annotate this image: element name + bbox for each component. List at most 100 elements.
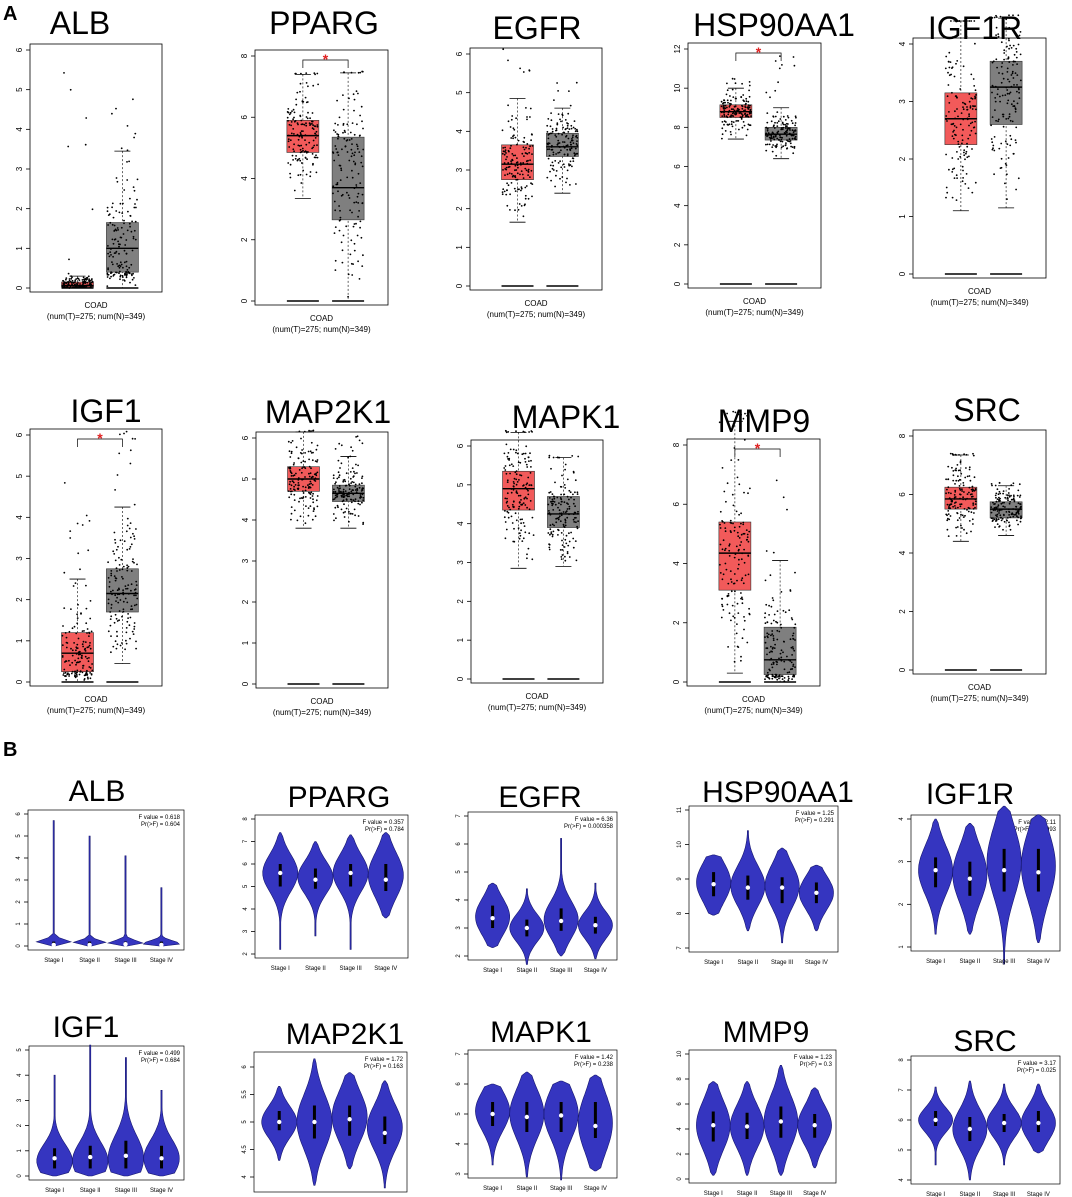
- jitter-point: [83, 679, 86, 681]
- y-axis-tick-label: 2: [672, 620, 681, 625]
- jitter-point: [356, 234, 359, 237]
- y-axis-tick-label: 2: [898, 609, 907, 614]
- jitter-point: [1012, 60, 1015, 63]
- violin-stage-3: Stage III: [986, 805, 1022, 965]
- jitter-point: [355, 184, 358, 186]
- jitter-point: [792, 56, 795, 58]
- jitter-point: [1012, 494, 1015, 497]
- jitter-point: [995, 519, 998, 522]
- jitter-point: [68, 675, 70, 677]
- jitter-point: [315, 130, 318, 133]
- box-normal: [764, 55, 798, 285]
- jitter-point: [62, 625, 64, 627]
- jitter-point: [741, 577, 744, 580]
- jitter-point: [313, 479, 316, 482]
- jitter-point: [332, 185, 335, 188]
- jitter-point: [732, 115, 735, 117]
- jitter-point: [290, 475, 293, 477]
- jitter-point: [65, 278, 67, 281]
- jitter-point: [945, 115, 948, 117]
- stage-label: Stage III: [770, 1191, 793, 1197]
- jitter-point: [353, 109, 355, 112]
- jitter-point: [969, 479, 972, 482]
- jitter-point: [520, 474, 523, 477]
- jitter-point: [971, 191, 974, 194]
- jitter-point: [111, 112, 113, 115]
- jitter-point: [522, 146, 525, 149]
- jitter-point: [791, 646, 794, 648]
- jitter-point: [351, 169, 353, 172]
- jitter-point: [998, 496, 1000, 499]
- jitter-point: [357, 172, 360, 175]
- jitter-point: [117, 545, 119, 548]
- jitter-point: [556, 496, 559, 499]
- jitter-point: [528, 484, 531, 486]
- jitter-point: [118, 587, 120, 590]
- jitter-point: [75, 649, 77, 652]
- jitter-point: [91, 663, 93, 665]
- jitter-point: [526, 497, 528, 500]
- jitter-point: [1012, 44, 1015, 47]
- jitter-point: [356, 435, 359, 438]
- jitter-point: [116, 596, 118, 599]
- jitter-point: [338, 476, 340, 479]
- jitter-point: [358, 439, 361, 442]
- jitter-point: [765, 132, 768, 135]
- jitter-point: [337, 471, 340, 474]
- y-axis-tick-label: 3: [16, 878, 22, 882]
- jitter-point: [113, 553, 116, 555]
- jitter-point: [1000, 519, 1003, 522]
- jitter-point: [127, 617, 129, 619]
- jitter-point: [68, 630, 71, 633]
- jitter-point: [566, 153, 569, 156]
- jitter-point: [948, 506, 950, 508]
- jitter-point: [524, 461, 527, 463]
- f-value-label: F value = 0.618: [138, 815, 180, 821]
- jitter-point: [289, 111, 292, 114]
- y-axis-tick-label: 5: [241, 476, 250, 481]
- jitter-point: [345, 139, 348, 142]
- jitter-point: [1000, 502, 1003, 505]
- jitter-point: [1017, 489, 1020, 492]
- jitter-point: [126, 548, 129, 551]
- jitter-point: [744, 106, 746, 108]
- stage-label: Stage IV: [803, 1191, 826, 1197]
- jitter-point: [344, 511, 346, 513]
- jitter-point: [548, 133, 551, 135]
- jitter-point: [563, 501, 566, 504]
- stage-label: Stage II: [960, 959, 981, 965]
- jitter-point: [77, 657, 80, 660]
- significance-star: *: [97, 430, 103, 446]
- jitter-point: [114, 594, 117, 597]
- jitter-point: [773, 647, 776, 649]
- jitter-point: [564, 524, 567, 527]
- jitter-point: [342, 495, 345, 498]
- jitter-point: [503, 153, 506, 156]
- jitter-point: [517, 139, 520, 142]
- jitter-point: [70, 275, 72, 277]
- jitter-point: [736, 120, 738, 122]
- jitter-point: [338, 491, 341, 493]
- jitter-point: [792, 632, 795, 635]
- y-axis-tick-label: 3: [15, 166, 24, 171]
- jitter-point: [773, 613, 776, 616]
- stage-label: Stage II: [738, 960, 759, 966]
- jitter-point: [131, 278, 134, 281]
- jitter-point: [81, 671, 84, 674]
- jitter-point: [779, 134, 781, 137]
- y-axis-tick-label: 12: [673, 44, 682, 53]
- jitter-point: [548, 543, 551, 546]
- jitter-point: [555, 127, 558, 130]
- jitter-point: [292, 159, 294, 161]
- stage-label: Stage II: [737, 1191, 758, 1197]
- jitter-point: [770, 140, 772, 142]
- jitter-point: [792, 152, 795, 155]
- jitter-point: [974, 120, 976, 123]
- jitter-point: [130, 589, 132, 592]
- jitter-point: [359, 503, 361, 506]
- jitter-point: [342, 480, 345, 483]
- jitter-point: [348, 510, 350, 513]
- jitter-point: [740, 558, 743, 561]
- jitter-point: [118, 266, 121, 269]
